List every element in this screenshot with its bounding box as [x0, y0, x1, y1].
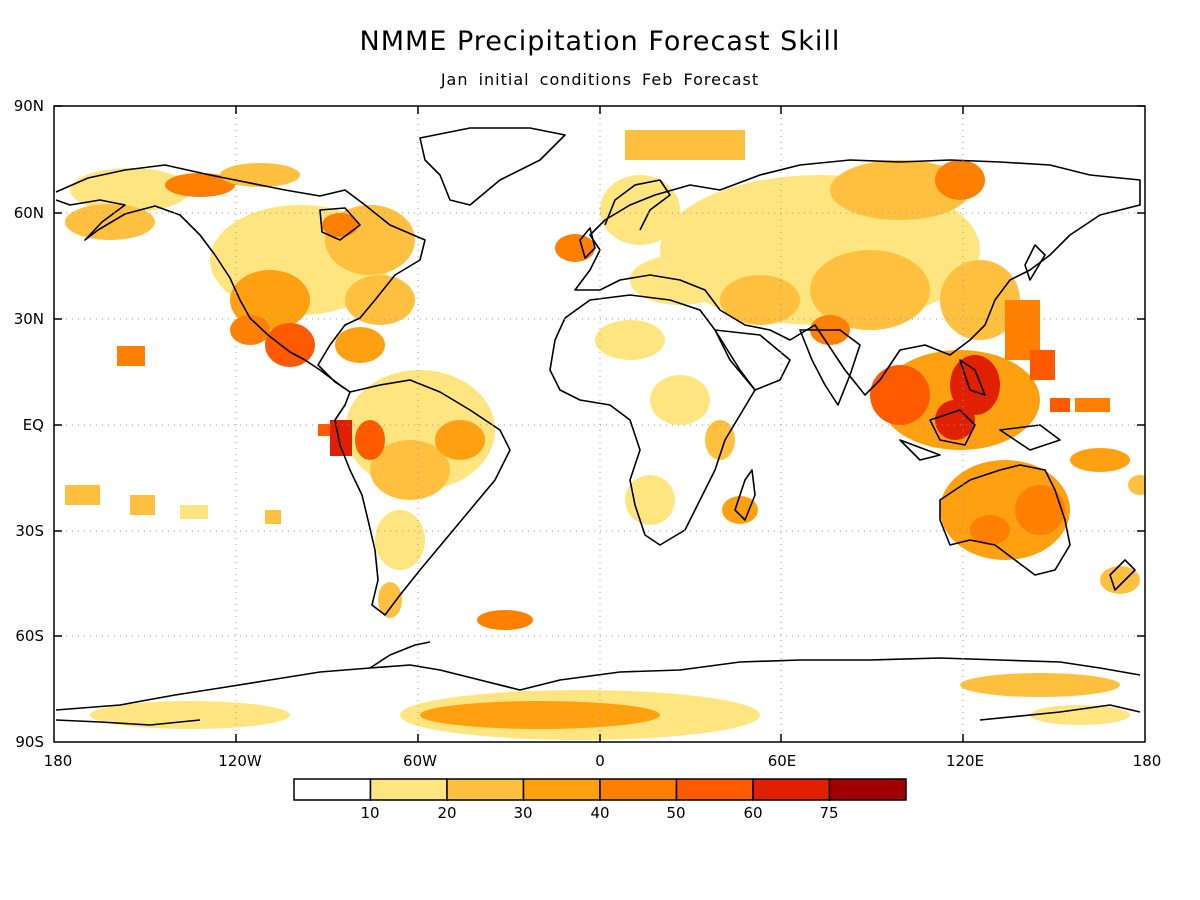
legend-swatch: [828, 778, 907, 801]
map-title: NMME Precipitation Forecast Skill: [359, 26, 841, 57]
legend-swatches: [293, 778, 907, 801]
legend-swatch: [446, 778, 525, 801]
lon-label: 60E: [768, 752, 797, 770]
legend-label: 60: [743, 804, 762, 822]
map-subtitle: Jan initial conditions Feb Forecast: [440, 70, 760, 89]
legend-label: 30: [513, 804, 532, 822]
lat-label: 90S: [15, 733, 44, 751]
legend-label: 50: [666, 804, 685, 822]
lat-label: 60S: [15, 627, 44, 645]
lat-label: 30S: [15, 522, 44, 540]
lon-label: 0: [595, 752, 605, 770]
lat-label: 30N: [14, 310, 44, 328]
color-legend: 10 20 30 40 50 60 75: [293, 778, 907, 822]
legend-label: 75: [819, 804, 838, 822]
lat-lon-grid: [54, 106, 1145, 742]
legend-label: 20: [437, 804, 456, 822]
coastlines: [55, 127, 1141, 726]
legend-label: 40: [590, 804, 609, 822]
skill-shading: [65, 130, 1145, 740]
legend-swatch: [369, 778, 448, 801]
lat-label: 60N: [14, 204, 44, 222]
lon-axis-labels: 180 120W 60W 0 60E 120E 180: [44, 752, 1162, 770]
legend-label: 10: [360, 804, 379, 822]
lon-label: 60W: [403, 752, 437, 770]
lon-label: 180: [44, 752, 73, 770]
lon-label: 180: [1133, 752, 1162, 770]
legend-swatch: [599, 778, 678, 801]
axis-ticks: [54, 105, 1145, 742]
legend-swatch: [293, 778, 372, 801]
legend-swatch: [522, 778, 601, 801]
lon-label: 120W: [218, 752, 262, 770]
legend-labels: 10 20 30 40 50 60 75: [360, 804, 838, 822]
lat-label: EQ: [23, 416, 44, 434]
lat-label: 90N: [14, 97, 44, 115]
lon-label: 120E: [946, 752, 984, 770]
lat-axis-labels: 90N 60N 30N EQ 30S 60S 90S: [14, 97, 44, 751]
legend-swatch: [752, 778, 831, 801]
legend-swatch: [675, 778, 754, 801]
